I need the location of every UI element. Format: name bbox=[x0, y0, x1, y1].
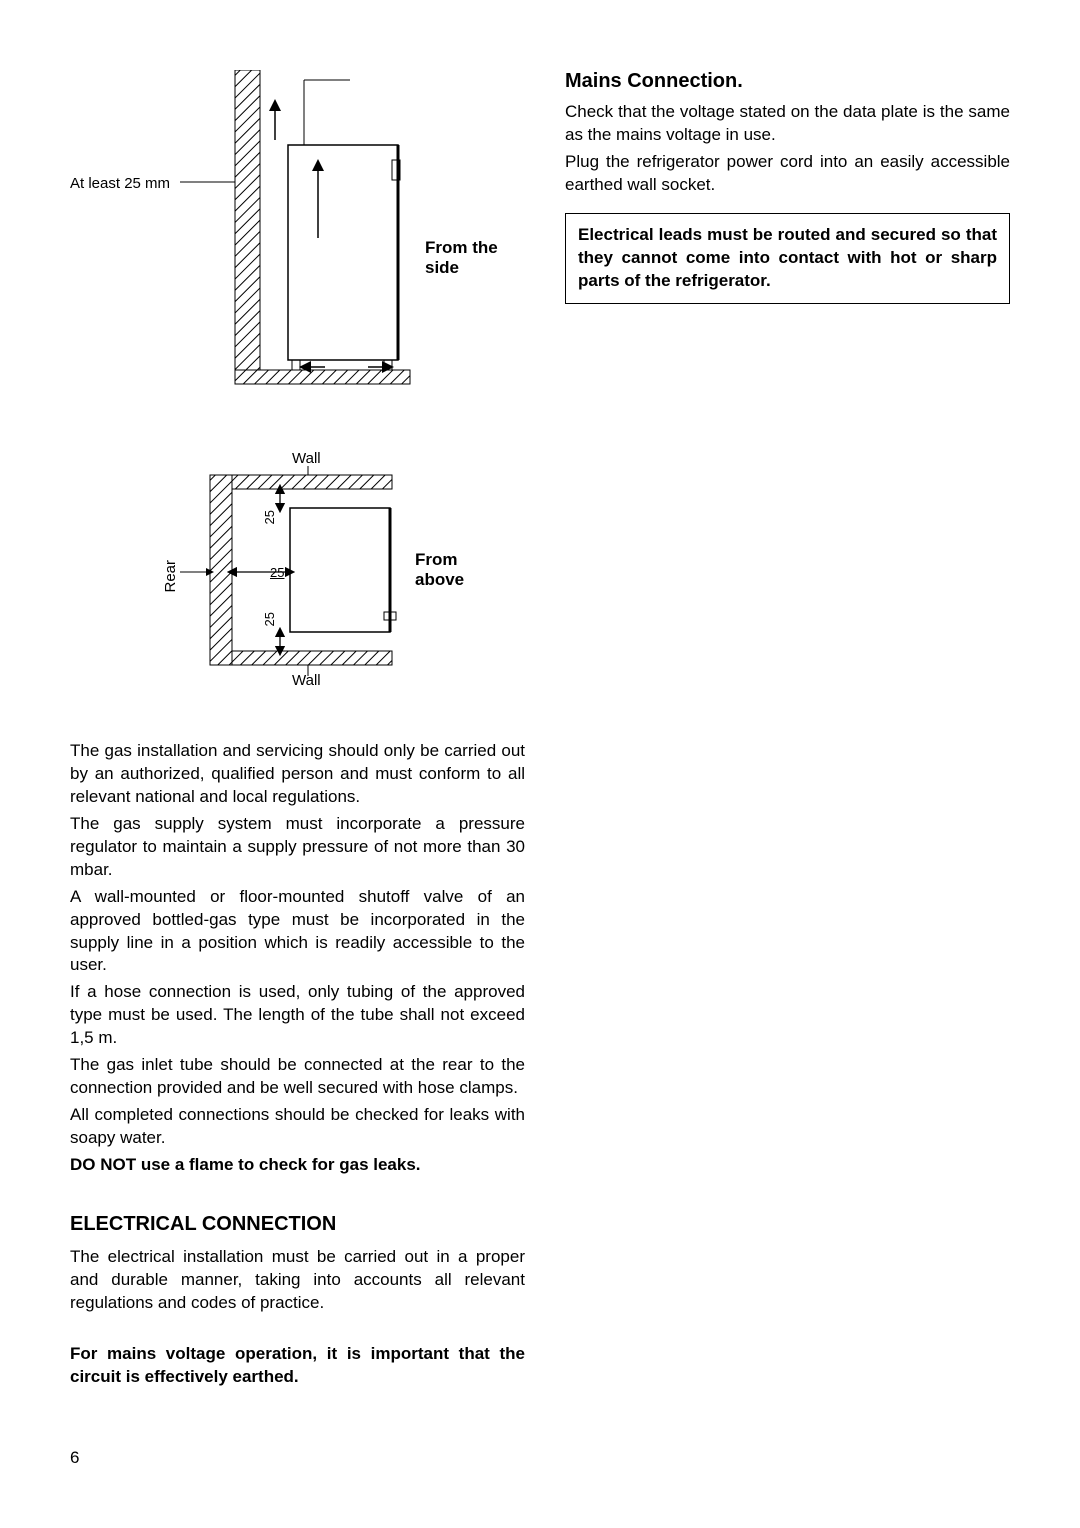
mains-title: Mains Connection. bbox=[565, 70, 1010, 93]
gas-p6: All completed connections should be chec… bbox=[70, 1104, 525, 1150]
label-at-least-25mm: At least 25 mm bbox=[70, 175, 170, 192]
electrical-p2: For mains voltage operation, it is impor… bbox=[70, 1343, 525, 1389]
mains-p1: Check that the voltage stated on the dat… bbox=[565, 101, 1010, 147]
label-dim-top: 25 bbox=[262, 510, 277, 524]
label-wall-top: Wall bbox=[292, 450, 321, 467]
gas-p2: The gas supply system must incorporate a… bbox=[70, 813, 525, 882]
gas-p1: The gas installation and servicing shoul… bbox=[70, 740, 525, 809]
label-rear: Rear bbox=[162, 560, 179, 593]
electrical-p1: The electrical installation must be carr… bbox=[70, 1246, 525, 1315]
electrical-title: ELECTRICAL CONNECTION bbox=[70, 1213, 525, 1236]
mains-p2: Plug the refrigerator power cord into an… bbox=[565, 151, 1010, 197]
page-number: 6 bbox=[70, 1448, 79, 1468]
left-column: At least 25 mm From the side bbox=[70, 70, 525, 1389]
label-dim-mid: 25 bbox=[270, 565, 284, 580]
diagram-side-view: At least 25 mm From the side bbox=[70, 70, 525, 420]
diagram-top-view: Wall Wall Rear 25 25 25 From above bbox=[70, 450, 525, 710]
gas-p5: The gas inlet tube should be connected a… bbox=[70, 1054, 525, 1100]
mains-notice-box: Electrical leads must be routed and secu… bbox=[565, 213, 1010, 304]
label-wall-bottom: Wall bbox=[292, 672, 321, 689]
label-from-side: From the side bbox=[425, 238, 525, 278]
gas-p3: A wall-mounted or floor-mounted shutoff … bbox=[70, 886, 525, 978]
label-from-above: From above bbox=[415, 550, 464, 590]
gas-p7-warning: DO NOT use a flame to check for gas leak… bbox=[70, 1154, 525, 1177]
label-dim-bot: 25 bbox=[262, 612, 277, 626]
right-column: Mains Connection. Check that the voltage… bbox=[565, 70, 1010, 304]
gas-p4: If a hose connection is used, only tubin… bbox=[70, 981, 525, 1050]
